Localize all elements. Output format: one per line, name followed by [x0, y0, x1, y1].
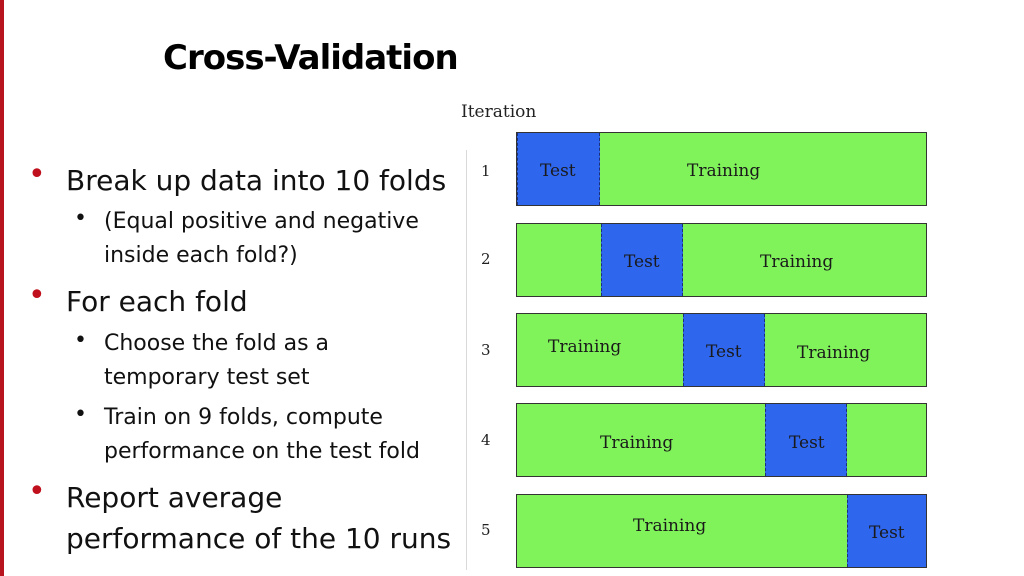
test-segment	[601, 224, 683, 296]
bullet-text: Break up data into 10 folds	[66, 164, 447, 197]
sub-bullet-text: (Equal positive and negative	[104, 209, 419, 234]
training-segment	[847, 404, 926, 476]
training-label: Training	[600, 433, 674, 453]
training-label: Training	[687, 161, 761, 181]
sub-bullet-choose-cont: temporary test set	[104, 361, 309, 395]
slide-accent-bar	[0, 0, 4, 576]
training-segment	[683, 224, 926, 296]
test-label: Test	[540, 161, 576, 181]
bullet-text: performance of the 10 runs	[66, 522, 452, 555]
training-segment	[600, 133, 926, 205]
training-label: Training	[633, 516, 707, 536]
sub-bullet-train: • Train on 9 folds, compute	[74, 401, 383, 435]
bullet-text: For each fold	[66, 285, 248, 318]
fold-row-4: Training Test	[516, 403, 927, 477]
column-divider	[466, 150, 467, 570]
bullet-text: Report average	[66, 481, 283, 514]
sub-bullet-text: Train on 9 folds, compute	[104, 405, 383, 430]
training-segment	[765, 314, 926, 386]
bullet-dot-icon: •	[28, 278, 46, 313]
training-label: Training	[797, 343, 871, 363]
test-segment	[847, 495, 926, 567]
sub-bullet-choose: • Choose the fold as a	[74, 327, 330, 361]
test-segment	[683, 314, 765, 386]
slide-title: Cross-Validation	[163, 38, 459, 78]
iteration-number: 4	[481, 431, 491, 449]
sub-bullet-dot-icon: •	[74, 328, 87, 353]
fold-row-5: Training Test	[516, 494, 927, 568]
sub-bullet-text: temporary test set	[104, 365, 310, 390]
sub-bullet-text: performance on the test fold	[104, 439, 420, 464]
bullet-folds: • Break up data into 10 folds	[28, 157, 447, 201]
bullet-dot-icon: •	[28, 157, 46, 192]
iteration-number: 3	[481, 341, 491, 359]
sub-bullet-balance-cont: inside each fold?)	[104, 239, 298, 273]
sub-bullet-text: inside each fold?)	[104, 243, 298, 268]
test-label: Test	[624, 252, 660, 272]
sub-bullet-balance: • (Equal positive and negative	[74, 205, 419, 239]
iteration-number: 2	[481, 250, 491, 268]
bullet-report-cont: performance of the 10 runs	[66, 518, 451, 559]
training-segment	[517, 224, 601, 296]
iteration-number: 5	[481, 521, 491, 539]
sub-bullet-dot-icon: •	[74, 402, 87, 427]
test-segment	[517, 133, 600, 205]
bullet-dot-icon: •	[28, 474, 46, 509]
bullet-report: • Report average	[28, 474, 283, 518]
fold-row-3: Training Test Training	[516, 313, 927, 387]
fold-row-2: Test Training	[516, 223, 927, 297]
iteration-number: 1	[481, 162, 491, 180]
test-segment	[765, 404, 847, 476]
training-segment	[517, 314, 683, 386]
training-segment	[517, 495, 847, 567]
training-label: Training	[548, 337, 622, 357]
fold-row-1: Test Training	[516, 132, 927, 206]
test-label: Test	[706, 342, 742, 362]
sub-bullet-train-cont: performance on the test fold	[104, 435, 420, 469]
training-label: Training	[760, 252, 834, 272]
training-segment	[517, 404, 765, 476]
iteration-header: Iteration	[461, 102, 537, 122]
sub-bullet-dot-icon: •	[74, 206, 87, 231]
test-label: Test	[789, 433, 825, 453]
bullet-each-fold: • For each fold	[28, 278, 248, 322]
sub-bullet-text: Choose the fold as a	[104, 331, 330, 356]
test-label: Test	[869, 523, 905, 543]
